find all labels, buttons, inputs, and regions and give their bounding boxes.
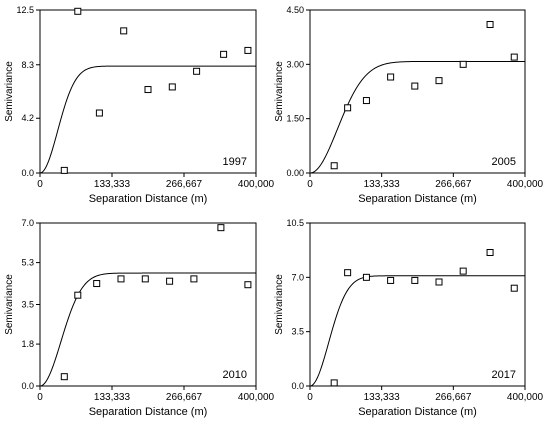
chart-2-plot-frame <box>39 222 257 387</box>
chart-1-y-tick-label: 4.50 <box>286 5 304 15</box>
chart-3-point-3 <box>387 276 395 284</box>
chart-0-point-6 <box>193 67 201 75</box>
chart-3-x-tick-label: 400,000 <box>507 392 544 403</box>
chart-0-y-axis-title: Semivariance <box>4 61 15 122</box>
chart-1-point-5 <box>435 77 443 85</box>
chart-1-point-6 <box>459 60 467 68</box>
chart-1-x-tick-label: 133,333 <box>364 179 401 190</box>
chart-3-plot-frame <box>309 222 526 387</box>
chart-2-point-7 <box>217 224 225 232</box>
chart-2-point-2 <box>93 280 101 288</box>
chart-2-y-tick-label: 0.0 <box>21 381 34 391</box>
chart-3-x-tick-label: 266,667 <box>435 392 472 403</box>
chart-0-x-tick-label: 400,000 <box>238 179 275 190</box>
chart-1-y-tick-label: 1.50 <box>286 114 304 124</box>
panel-2017: 0 133,333 266,667 400,000 0.0 3.5 7.0 10.5 Separ… <box>274 218 544 418</box>
chart-1-x-tick-label: 266,667 <box>435 179 472 190</box>
chart-3-x-tick-label: 133,333 <box>364 392 401 403</box>
chart-0-point-1 <box>74 7 82 15</box>
chart-0-point-5 <box>168 83 176 91</box>
chart-2-point-3 <box>117 275 125 283</box>
chart-1-point-4 <box>411 82 419 90</box>
chart-3-year-label: 2017 <box>492 369 516 381</box>
chart-0-year-label: 1997 <box>223 156 247 168</box>
chart-2-year-label: 2010 <box>223 369 247 381</box>
chart-2-point-6 <box>190 275 198 283</box>
chart-1-x-tick-label: 0 <box>307 179 313 190</box>
chart-3-y-tick-label: 3.5 <box>291 327 304 337</box>
chart-1-point-0 <box>330 162 338 170</box>
chart-3-y-axis-title: Semivariance <box>274 274 285 335</box>
chart-2-x-axis-title: Separation Distance (m) <box>89 406 208 418</box>
panel-2010: 0 133,333 266,667 400,000 0.0 1.8 3.5 5.3 7.0 Sep… <box>4 218 275 418</box>
chart-1-year-label: 2005 <box>492 156 516 168</box>
chart-3-y-tick-label: 10.5 <box>286 218 304 228</box>
chart-0-x-tick-label: 0 <box>37 179 43 190</box>
chart-2-point-5 <box>166 277 174 285</box>
chart-2-point-0 <box>60 373 68 381</box>
chart-1-point-7 <box>486 20 494 28</box>
chart-2-y-tick-label: 5.3 <box>21 258 34 268</box>
chart-0-point-3 <box>120 27 128 35</box>
chart-0-point-0 <box>60 166 68 174</box>
chart-0-point-8 <box>244 46 252 54</box>
chart-1-y-tick-label: 0.00 <box>286 168 304 178</box>
chart-1-x-axis-title: Separation Distance (m) <box>358 193 477 205</box>
chart-1-plot-frame <box>309 9 526 174</box>
chart-2-y-tick-label: 7.0 <box>21 218 34 228</box>
chart-3-model-curve <box>309 275 525 387</box>
chart-0-model-curve <box>39 65 256 174</box>
chart-3-point-1 <box>344 269 352 277</box>
chart-3-point-8 <box>510 284 518 292</box>
chart-1-point-1 <box>344 104 352 112</box>
panel-1997: 0 133,333 266,667 400,000 0.0 4.2 8.3 12.5 Separ… <box>4 5 275 205</box>
chart-0-y-tick-label: 0.0 <box>21 168 34 178</box>
chart-2-point-4 <box>141 275 149 283</box>
chart-1-point-8 <box>510 53 518 61</box>
chart-0-y-tick-label: 4.2 <box>21 113 34 123</box>
chart-2-x-tick-label: 266,667 <box>166 392 203 403</box>
chart-2-model-curve <box>39 272 256 387</box>
chart-3-point-6 <box>459 267 467 275</box>
chart-2-x-tick-label: 400,000 <box>238 392 275 403</box>
chart-0-y-tick-label: 12.5 <box>16 5 34 15</box>
chart-1-point-3 <box>387 73 395 81</box>
chart-3-x-axis-title: Separation Distance (m) <box>358 406 477 418</box>
chart-0-x-axis-title: Separation Distance (m) <box>89 193 208 205</box>
chart-0-plot-frame <box>39 9 257 174</box>
chart-2-x-tick-label: 0 <box>37 392 43 403</box>
chart-1-point-2 <box>362 97 370 105</box>
chart-3-point-0 <box>330 379 338 387</box>
chart-3-point-7 <box>486 248 494 256</box>
chart-0-x-tick-label: 266,667 <box>166 179 203 190</box>
chart-0-point-7 <box>220 50 228 58</box>
chart-1-x-tick-label: 400,000 <box>507 179 544 190</box>
chart-2-y-axis-title: Semivariance <box>4 274 15 335</box>
chart-2-y-tick-label: 1.8 <box>21 339 34 349</box>
chart-3-point-4 <box>411 276 419 284</box>
chart-2-x-tick-label: 133,333 <box>94 392 131 403</box>
chart-0-point-2 <box>95 109 103 117</box>
chart-1-y-tick-label: 3.00 <box>286 59 304 69</box>
chart-0-point-4 <box>144 86 152 94</box>
chart-0-y-tick-label: 8.3 <box>21 60 34 70</box>
chart-2-y-tick-label: 3.5 <box>21 300 34 310</box>
chart-1-y-axis-title: Semivariance <box>274 61 285 122</box>
chart-3-point-5 <box>435 278 443 286</box>
chart-3-y-tick-label: 7.0 <box>291 272 304 282</box>
chart-0-x-tick-label: 133,333 <box>94 179 131 190</box>
chart-2-point-8 <box>244 281 252 289</box>
chart-2-point-1 <box>74 291 82 299</box>
chart-3-point-2 <box>362 273 370 281</box>
chart-3-x-tick-label: 0 <box>307 392 313 403</box>
panel-2005: 0 133,333 266,667 400,000 0.00 1.50 3.00 4.50 Se… <box>274 5 544 205</box>
chart-3-y-tick-label: 0.0 <box>291 381 304 391</box>
